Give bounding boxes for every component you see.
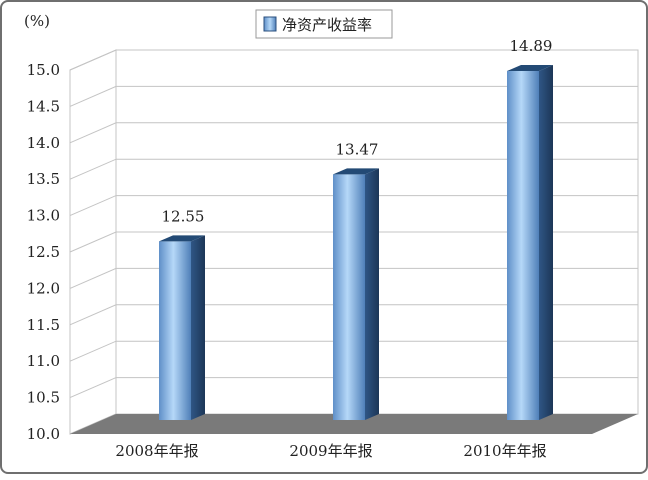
bar [333, 174, 365, 420]
data-label: 14.89 [510, 37, 553, 55]
y-axis-unit-label: (%) [24, 12, 50, 30]
gridline [69, 377, 638, 399]
bar [507, 71, 539, 421]
y-tick-label: 12.5 [27, 243, 60, 261]
bar-top [333, 168, 379, 175]
bar-side [191, 235, 205, 420]
gridline [69, 231, 638, 253]
y-tick-label: 11.5 [27, 316, 60, 334]
x-tick-label: 2009年年报 [289, 442, 372, 460]
y-tick-label: 14.5 [27, 97, 60, 115]
gridline [69, 49, 638, 71]
bar-side [539, 65, 553, 420]
legend-box [255, 9, 393, 39]
gridline [69, 158, 638, 180]
chart-floor [70, 414, 638, 434]
bar [159, 241, 191, 420]
gridline [69, 304, 638, 326]
legend-label: 净资产收益率 [282, 16, 372, 34]
y-axis-ticks: 10.0 10.5 11.0 11.5 12.0 12.5 13.0 13.5 14.0 14.5… [27, 61, 60, 443]
gridline [69, 340, 638, 362]
bar-top [159, 235, 205, 242]
x-axis-ticks: 2008年年报 2009年年报 2010年年报 [115, 442, 546, 460]
gridline [69, 195, 638, 217]
legend: 净资产收益率 [255, 9, 393, 39]
gridline [69, 267, 638, 289]
gridline [69, 122, 638, 144]
y-tick-label: 13.0 [27, 207, 60, 225]
data-labels: 12.55 13.47 14.89 [162, 37, 553, 225]
y-tick-label: 10.0 [27, 425, 60, 443]
y-tick-label: 12.0 [27, 279, 60, 297]
y-tick-label: 14.0 [27, 134, 60, 152]
y-tick-label: 10.5 [27, 389, 60, 407]
legend-swatch [263, 16, 277, 32]
y-tick-label: 15.0 [27, 61, 60, 79]
bar-side [365, 168, 379, 420]
y-tick-label: 11.0 [27, 352, 60, 370]
data-label: 13.47 [336, 140, 379, 158]
y-tick-label: 13.5 [27, 170, 60, 188]
gridline [69, 85, 638, 107]
bars [159, 65, 553, 421]
x-tick-label: 2010年年报 [463, 442, 546, 460]
x-tick-label: 2008年年报 [115, 442, 198, 460]
data-label: 12.55 [162, 207, 205, 225]
bar-top [507, 65, 553, 72]
